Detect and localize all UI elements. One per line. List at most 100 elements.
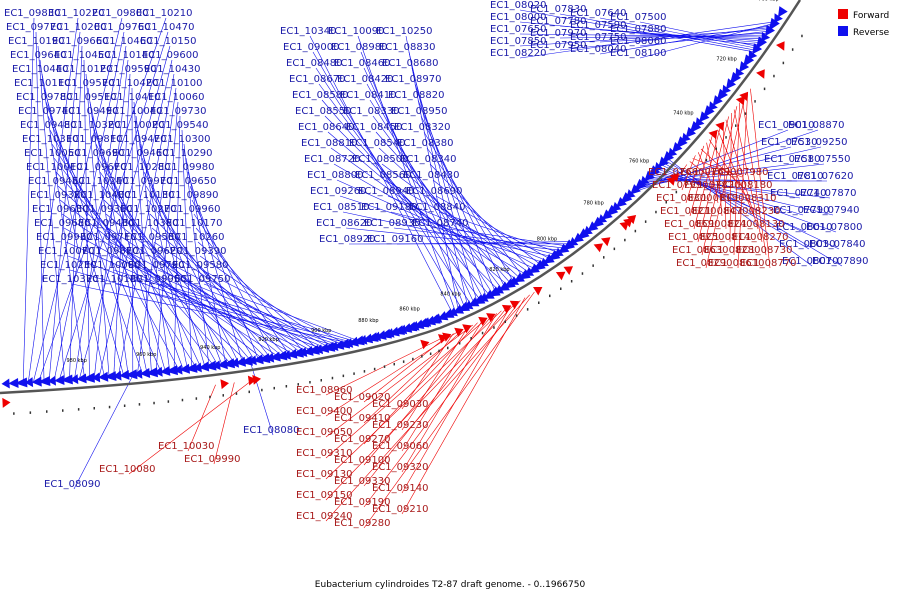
gene-label: EC1_10300 (154, 134, 210, 145)
gene-label: EC1_10410 (104, 92, 160, 103)
minor-mark (447, 346, 449, 350)
leader-line (203, 283, 359, 341)
reverse-feature-arrow (8, 378, 19, 388)
gene-label: EC1_08280 (704, 245, 760, 256)
reverse-feature-arrow (398, 324, 408, 335)
minor-mark (77, 408, 80, 411)
reverse-feature-arrow (388, 326, 400, 337)
leader-line (405, 35, 459, 310)
gene-label: EC1_10010 (26, 162, 82, 173)
minor-mark (481, 331, 484, 335)
minor-mark (744, 112, 747, 115)
gene-label: EC1_09750 (174, 274, 230, 285)
leader-line (73, 373, 135, 490)
minor-mark (715, 147, 717, 151)
leader-line (378, 147, 520, 278)
gene-label: EC1_09810 (66, 134, 122, 145)
scale-tick-label: 840 kbp (440, 292, 460, 298)
forward-feature-arrow (563, 266, 573, 275)
gene-label: EC1_07800 (806, 222, 862, 233)
reverse-feature-arrow (494, 284, 504, 294)
reverse-feature-arrow (517, 269, 531, 280)
leader-line (441, 227, 567, 247)
reverse-feature-arrow (768, 17, 780, 31)
leader-line (137, 87, 177, 374)
minor-mark (735, 124, 737, 127)
forward-feature-arrow (533, 287, 543, 296)
reverse-feature-arrow (591, 216, 604, 229)
minor-mark (285, 385, 288, 388)
minor-mark (644, 220, 647, 223)
reverse-feature-arrow (98, 371, 109, 382)
gene-label: EC1_10020 (108, 120, 164, 131)
forward-feature-arrow (715, 121, 725, 131)
leader-line (366, 83, 484, 299)
leader-line (99, 59, 173, 377)
leader-line (733, 102, 740, 256)
gene-label: EC1_08670 (289, 74, 345, 85)
gene-label: EC1_09330 (334, 476, 390, 487)
reverse-feature-arrow (314, 344, 324, 355)
leader-line (49, 129, 179, 370)
leader-line (54, 31, 125, 380)
forward-feature-arrow (462, 324, 472, 334)
gene-label: EC1_08000 (490, 12, 546, 23)
leader-line (325, 317, 488, 459)
leader-line (700, 148, 747, 191)
scale-tick-label: 780 kbp (583, 200, 603, 206)
leader-line (35, 31, 45, 381)
leader-line (330, 147, 517, 280)
minor-mark (261, 388, 263, 392)
gene-label: EC1_09950 (130, 274, 186, 285)
gene-label: EC1_10200 (50, 22, 106, 33)
gene-label: EC1_09870 (82, 246, 138, 257)
gene-label: EC1_09570 (58, 78, 114, 89)
reverse-feature-arrow (333, 340, 345, 350)
gene-label: EC1_07950 (530, 40, 586, 51)
reverse-feature-arrow (385, 328, 395, 338)
gene-label: EC1_07530 (761, 137, 817, 148)
gene-label: EC1_10380 (122, 218, 178, 229)
minor-feature-marks (13, 34, 803, 415)
leader-line (91, 115, 166, 371)
reverse-feature-arrow (198, 361, 210, 372)
reverse-feature-arrow (265, 352, 275, 363)
gene-label: EC1_09600 (142, 50, 198, 61)
gene-label: EC1_09310 (296, 448, 352, 459)
gene-label: EC1_10260 (168, 232, 224, 243)
forward-feature-arrow (509, 300, 520, 310)
leader-line (309, 35, 453, 313)
reverse-feature-arrow (620, 192, 633, 204)
reverse-feature-arrow (286, 348, 298, 359)
leader-line (333, 163, 526, 275)
reverse-feature-arrow (498, 281, 510, 291)
gene-label: EC1_10100 (146, 78, 202, 89)
gene-label: EC1_09680 (34, 218, 90, 229)
leader-line (74, 45, 127, 379)
leader-line (639, 31, 768, 47)
gene-label: EC1_10440 (12, 64, 68, 75)
leader-line (519, 21, 774, 59)
gene-label: EC1_09050 (296, 427, 352, 438)
reverse-feature-arrow (179, 363, 190, 374)
gene-label: EC1_08640 (298, 122, 354, 133)
minor-mark (549, 294, 551, 298)
minor-mark (181, 398, 184, 402)
gene-label: EC1_08480 (286, 58, 342, 69)
leader-line (685, 145, 705, 204)
leader-line (131, 87, 134, 374)
leader-line (41, 73, 105, 377)
minor-mark (209, 395, 211, 399)
reverse-feature-arrow (217, 359, 228, 370)
leader-line (133, 101, 152, 372)
gene-label: EC1_09000 (283, 42, 339, 53)
gene-label: EC1_09460 (112, 148, 168, 159)
forward-feature-arrow (555, 271, 566, 281)
leader-line (315, 67, 471, 305)
leader-line (345, 227, 562, 251)
reverse-feature-arrow (302, 346, 314, 356)
gene-label: EC1_10140 (98, 50, 154, 61)
gene-label: EC1_10060 (148, 92, 204, 103)
leader-line (420, 115, 505, 287)
